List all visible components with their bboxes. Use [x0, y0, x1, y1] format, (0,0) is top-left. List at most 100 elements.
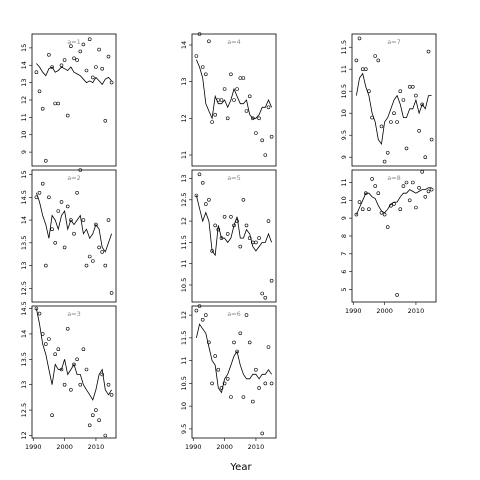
fitted-line	[356, 187, 432, 215]
data-point	[379, 211, 384, 215]
data-point	[266, 345, 271, 349]
data-point	[254, 131, 258, 135]
panel-frame	[191, 169, 277, 303]
fitted-line	[36, 63, 112, 86]
data-point	[382, 212, 387, 217]
data-point	[87, 254, 92, 259]
data-point	[354, 212, 359, 217]
data-point	[216, 98, 221, 102]
data-point	[106, 54, 111, 59]
data-point	[43, 342, 48, 346]
data-point	[414, 205, 418, 210]
data-point	[238, 331, 243, 336]
y-tick-label: 15	[20, 170, 28, 178]
data-point	[59, 367, 64, 372]
data-point	[207, 39, 211, 44]
data-point	[269, 134, 274, 139]
y-tick-label: 9	[340, 155, 348, 159]
y-tick-label: 12	[180, 311, 188, 319]
data-point	[235, 349, 239, 354]
data-point	[266, 105, 271, 110]
data-point	[376, 58, 381, 63]
y-tick-label: 10	[340, 196, 348, 204]
y-tick-label: 6	[340, 270, 348, 274]
y-tick-label: 11.5	[180, 235, 188, 249]
data-point	[207, 198, 211, 202]
panel-frame	[191, 33, 277, 167]
data-point	[426, 189, 431, 194]
data-point	[65, 204, 70, 209]
y-tick-label: 12	[20, 96, 28, 104]
data-point	[238, 76, 243, 80]
y-tick-label: 12	[180, 114, 188, 122]
data-point	[40, 332, 45, 336]
data-point	[97, 245, 101, 250]
data-point	[210, 249, 214, 253]
data-point	[429, 187, 434, 192]
data-point	[40, 106, 45, 111]
y-tick-label: 14	[20, 330, 28, 338]
data-point	[213, 354, 217, 358]
data-point	[197, 172, 202, 177]
data-point	[367, 89, 371, 93]
data-point	[216, 367, 221, 372]
data-point	[429, 137, 434, 142]
data-point	[87, 37, 92, 42]
data-point	[423, 195, 428, 199]
data-point	[266, 219, 271, 223]
y-tick-label: 11	[20, 113, 28, 121]
panel-a-4: 11 12 13 14 a=4	[180, 32, 277, 167]
y-tick-label: 10.5	[180, 376, 188, 390]
data-point	[91, 75, 95, 80]
y-tick-label: 9	[20, 150, 28, 154]
data-point	[269, 381, 274, 386]
data-point	[251, 399, 255, 404]
data-point	[72, 362, 76, 367]
data-point	[62, 58, 67, 62]
data-point	[417, 186, 421, 190]
x-tick-label: 2000	[216, 443, 233, 451]
data-point	[382, 159, 387, 164]
fitted-line	[36, 192, 112, 253]
data-point	[398, 207, 403, 211]
data-point	[87, 423, 92, 428]
data-point	[47, 337, 51, 341]
data-point	[78, 382, 83, 387]
data-point	[247, 94, 252, 99]
panel-a-2: 12.5 13 13.5 14 14.5 15 a=2	[20, 168, 117, 303]
y-tick-label: 11.5	[180, 331, 188, 345]
data-point	[247, 236, 252, 240]
data-point	[84, 68, 89, 73]
y-tick-label: 14.5	[20, 301, 28, 315]
y-tick-label: 13.5	[20, 236, 28, 250]
data-point	[373, 54, 378, 58]
data-point	[109, 291, 114, 295]
panel-label: a=8	[387, 174, 401, 182]
data-point	[50, 413, 54, 418]
data-point	[244, 313, 249, 317]
x-tick-label: 2000	[56, 443, 73, 451]
data-point	[75, 191, 79, 195]
data-point	[222, 87, 227, 91]
y-tick-label: 10	[20, 131, 28, 139]
data-point	[200, 181, 205, 185]
data-point	[210, 120, 214, 124]
data-point	[100, 372, 104, 377]
data-point	[410, 180, 415, 185]
data-point	[210, 381, 214, 386]
data-point	[379, 124, 384, 129]
data-point	[407, 198, 412, 203]
data-point	[37, 311, 42, 316]
data-point	[389, 120, 393, 124]
panel-a-7: 9 9.5 10 10.5 11 11.5 a=7	[340, 33, 437, 167]
x-tick-label: 2010	[408, 307, 425, 315]
data-point	[65, 113, 70, 118]
data-point	[257, 116, 261, 121]
data-point	[238, 244, 243, 249]
data-point	[404, 180, 409, 185]
data-point	[106, 382, 111, 387]
data-point	[75, 58, 79, 62]
data-point	[34, 70, 39, 74]
panel-label: a=7	[387, 38, 401, 46]
